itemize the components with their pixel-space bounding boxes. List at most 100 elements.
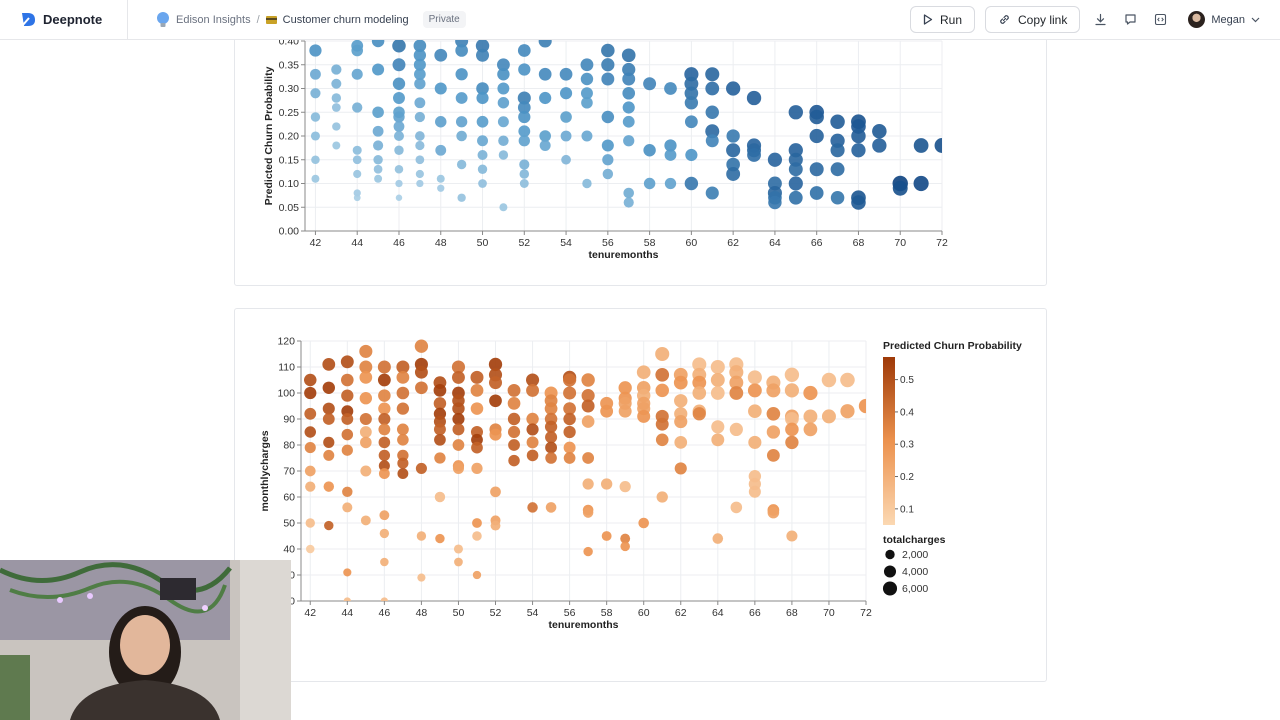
x-tick-label: 50 [477,237,489,249]
data-point [803,409,818,424]
run-button[interactable]: Run [909,6,975,33]
data-point [581,415,595,428]
data-point [872,123,887,139]
download-button[interactable] [1090,10,1110,30]
data-point [766,425,781,439]
data-point [809,128,824,144]
data-point [455,116,468,128]
data-point [507,383,521,397]
visibility-badge[interactable]: Private [422,11,466,28]
data-point [559,87,573,100]
copy-link-button[interactable]: Copy link [985,6,1081,33]
user-menu[interactable]: Megan [1188,11,1260,28]
data-point [434,48,448,62]
size-legend-symbol [883,565,897,578]
x-axis-title: tenuremonths [588,249,658,261]
data-point [332,141,341,150]
data-point [872,138,887,153]
y-tick-label: 110 [278,362,295,374]
data-point [497,58,510,72]
data-point [600,478,613,490]
data-point [809,162,824,177]
data-point [360,465,372,477]
data-point [324,520,334,531]
data-point [934,138,942,153]
data-point [413,49,427,62]
chart-block-churn-probability[interactable]: 0.00 0.05 0.10 0.15 0.20 0.25 0.30 0.35 0.40 42 44… [234,28,1047,286]
data-point [785,422,799,437]
data-point [519,179,529,188]
data-point [414,339,429,353]
data-point [746,90,762,106]
data-point [476,91,489,105]
data-point [563,425,576,439]
data-point [525,373,540,387]
data-point [526,412,539,426]
x-tick-label: 50 [453,607,465,619]
data-point [341,444,353,456]
data-point [476,48,490,62]
data-point [341,413,354,425]
data-point [478,179,487,188]
data-point [331,78,342,89]
x-tick-label: 62 [675,607,687,619]
data-point [766,406,781,421]
brand[interactable]: Deepnote [0,0,128,40]
data-point [692,357,707,372]
breadcrumb-project[interactable]: Edison Insights [176,13,251,26]
data-point [674,462,687,475]
data-point [373,164,383,174]
data-point [601,531,612,541]
data-point [638,517,649,529]
data-point [517,91,531,105]
data-point [310,112,321,122]
data-point [684,76,699,91]
data-point [331,93,342,103]
data-point [710,386,725,400]
data-point [393,92,405,104]
comments-button[interactable] [1120,10,1140,30]
data-point [618,404,632,418]
data-point [415,462,427,474]
data-point [684,176,699,191]
run-label: Run [939,12,962,27]
data-point [830,162,845,177]
data-point [748,404,762,419]
y-tick-label: 0.00 [279,226,300,238]
data-point [377,373,391,387]
data-point [377,360,391,374]
data-point [435,533,445,544]
data-point [310,68,321,80]
data-point [309,44,322,57]
data-point [821,409,836,424]
data-point [729,365,744,380]
x-tick-label: 44 [341,607,353,619]
data-point [544,402,558,415]
data-point [394,145,404,155]
size-legend-label: 4,000 [902,566,928,578]
x-tick-label: 60 [686,237,698,249]
data-point [477,135,489,147]
data-point [415,131,425,141]
data-point [674,436,688,449]
chart-block-monthly-charges[interactable]: 2030405060708090100110120424446485052545… [234,308,1047,682]
x-tick-label: 46 [379,607,391,619]
data-point [359,360,373,374]
data-point [563,412,576,426]
data-point [821,372,837,388]
data-point [472,570,482,580]
data-point [539,140,551,151]
data-point [488,376,503,390]
embed-button[interactable] [1150,10,1170,30]
data-point [472,518,482,528]
y-tick-label: 0.10 [279,178,300,190]
data-point [519,169,530,179]
data-point [517,101,531,114]
data-point [684,96,699,110]
data-point [310,88,321,99]
card-icon [265,15,277,24]
data-point [581,130,593,142]
breadcrumb-notebook[interactable]: Customer churn modeling [282,13,409,26]
data-point [378,402,391,415]
data-point [455,44,468,57]
